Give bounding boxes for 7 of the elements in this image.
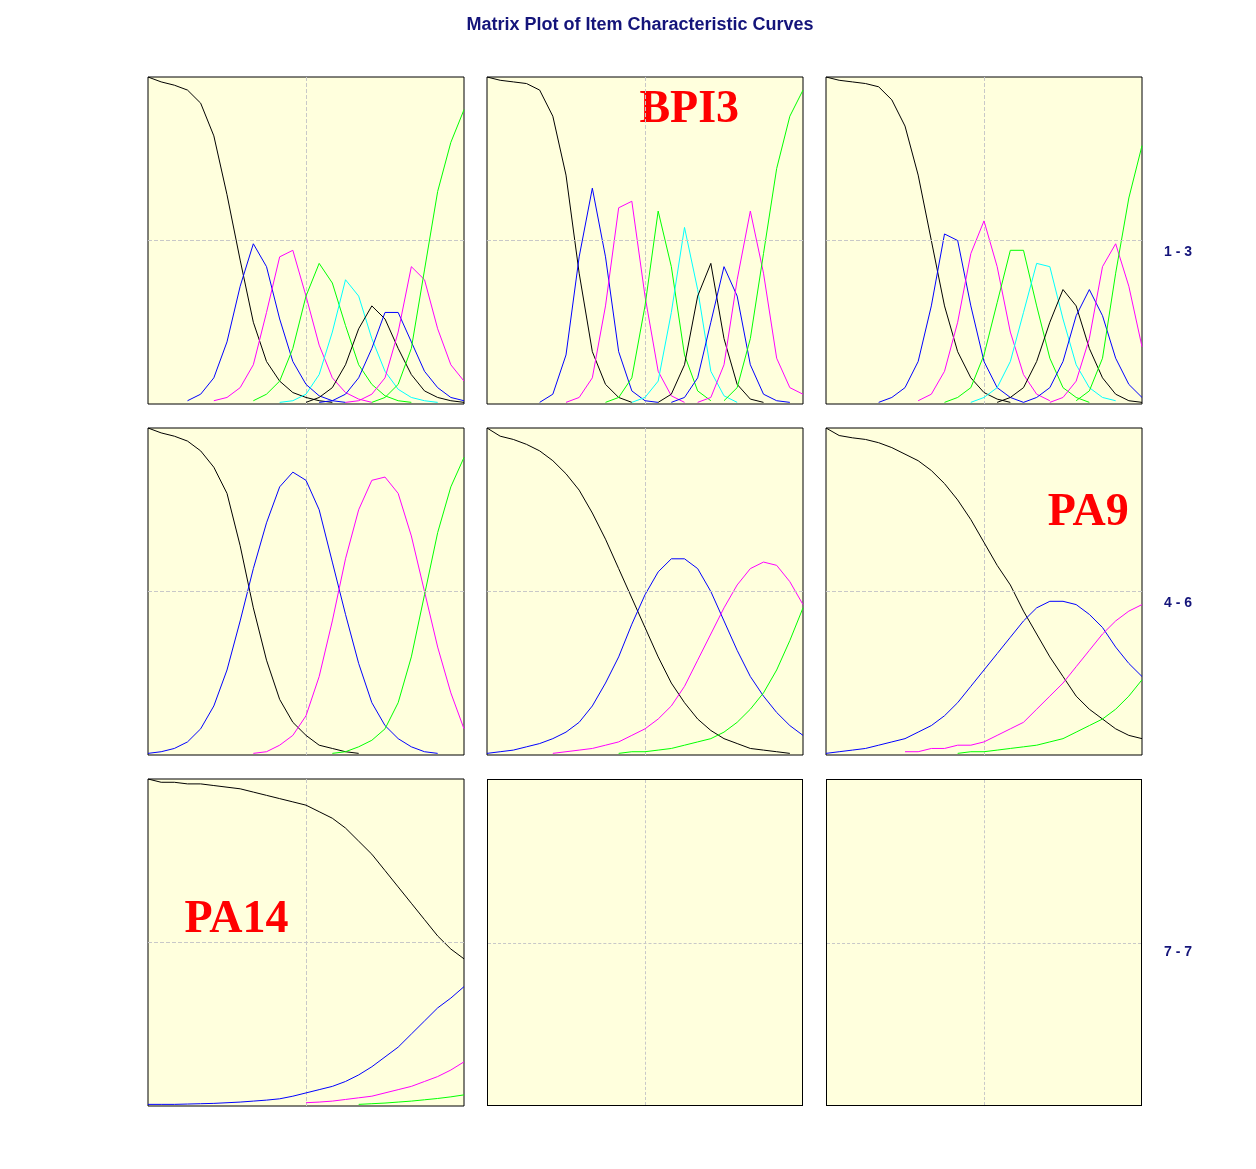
- annotation: BPI3: [639, 80, 740, 132]
- text: 7 - 7: [1164, 942, 1193, 959]
- annotation: PA14: [184, 890, 289, 942]
- annotation: PA9: [1047, 484, 1129, 536]
- text: Matrix Plot of Item Characteristic Curves: [465, 14, 815, 35]
- y2-axis-title: 1 - 3: [1164, 242, 1193, 259]
- y2-axis-title: 4 - 6: [1164, 593, 1193, 610]
